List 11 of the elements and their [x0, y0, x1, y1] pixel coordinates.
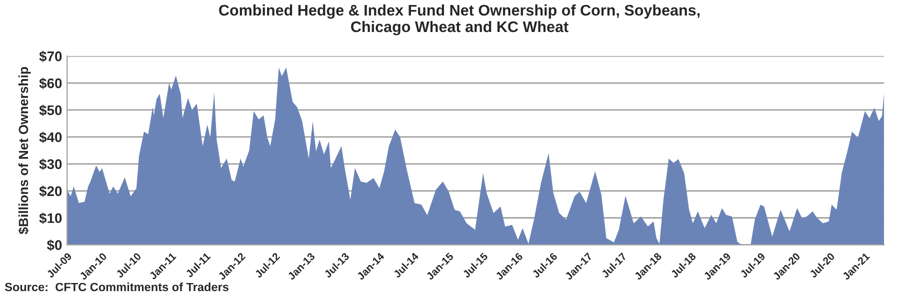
y-axis-title: $Billions of Net Ownership — [18, 67, 31, 234]
chart-title: Combined Hedge & Index Fund Net Ownership of Corn, Soybeans, Chicago Wheat and KC Wheat — [219, 4, 700, 36]
y-tick-label: $20 — [39, 186, 62, 197]
y-tick-label: $10 — [39, 212, 62, 224]
y-tick-label: $40 — [39, 132, 62, 144]
y-tick-label: $50 — [39, 104, 62, 116]
y-tick-label: $60 — [39, 78, 62, 90]
source-note: Source: CFTC Commitments of Traders — [4, 282, 228, 292]
y-tick-label: $30 — [39, 158, 62, 170]
y-tick-label: $0 — [46, 240, 62, 251]
y-tick-label: $70 — [39, 50, 62, 62]
